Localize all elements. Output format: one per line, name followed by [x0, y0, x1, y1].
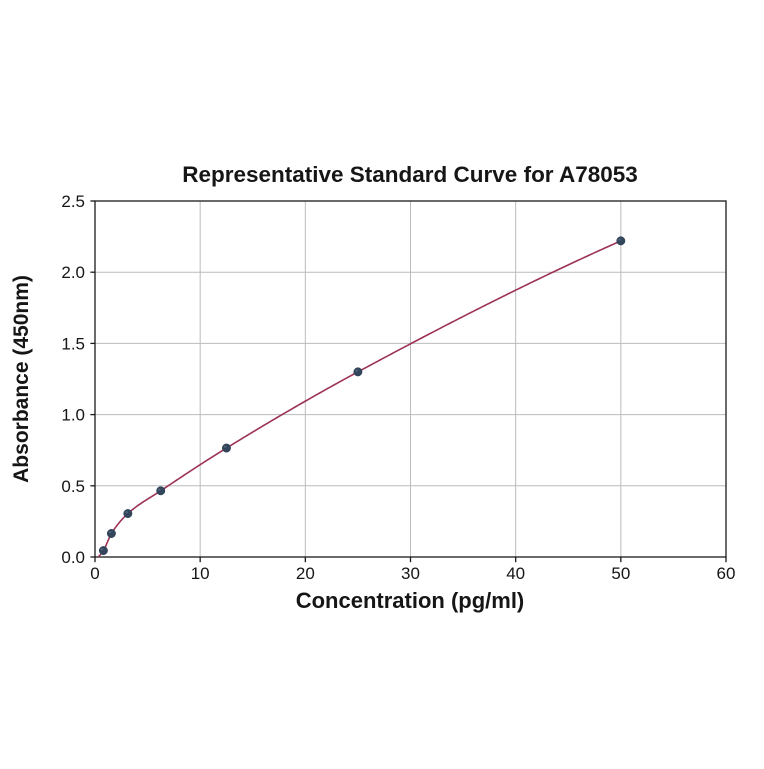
svg-text:0.5: 0.5: [61, 477, 85, 496]
svg-text:20: 20: [296, 564, 315, 583]
svg-text:10: 10: [191, 564, 210, 583]
svg-text:1.0: 1.0: [61, 406, 85, 425]
svg-text:2.5: 2.5: [61, 192, 85, 211]
svg-text:Absorbance (450nm): Absorbance (450nm): [10, 275, 33, 483]
svg-text:Representative Standard Curve: Representative Standard Curve for A78053: [182, 162, 638, 187]
svg-text:40: 40: [506, 564, 525, 583]
svg-text:50: 50: [611, 564, 630, 583]
svg-text:60: 60: [717, 564, 736, 583]
svg-text:0.0: 0.0: [61, 548, 85, 567]
svg-text:30: 30: [401, 564, 420, 583]
svg-text:2.0: 2.0: [61, 263, 85, 282]
svg-text:0: 0: [90, 564, 99, 583]
svg-text:1.5: 1.5: [61, 334, 85, 353]
svg-text:Concentration (pg/ml): Concentration (pg/ml): [296, 588, 525, 613]
